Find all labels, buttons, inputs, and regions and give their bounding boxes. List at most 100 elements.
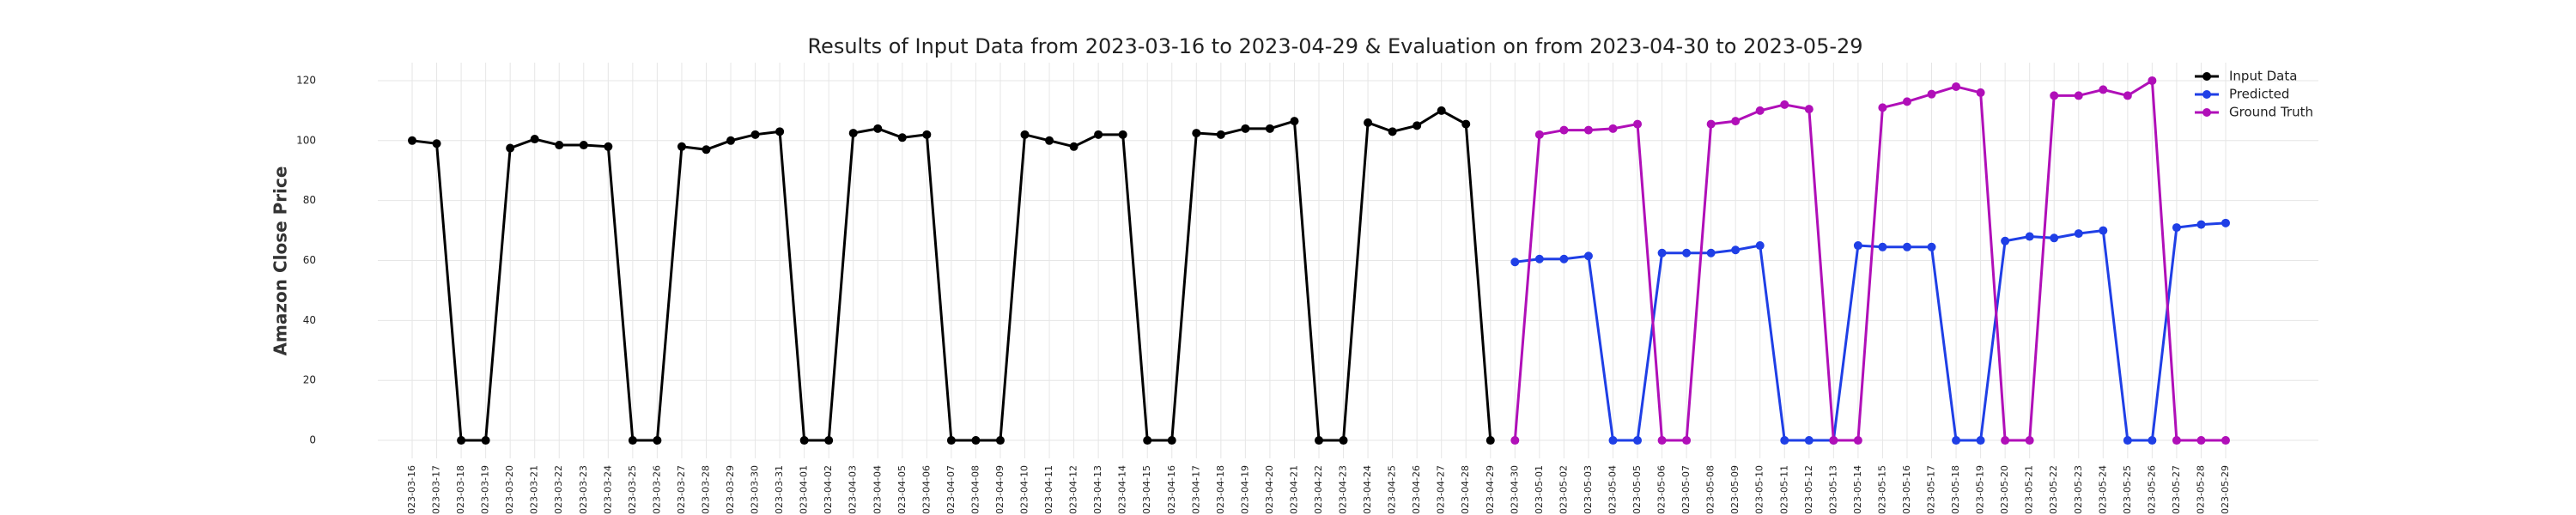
legend-label: Predicted [2229,87,2289,102]
point [2099,226,2108,235]
legend-label: Ground Truth [2229,105,2313,120]
point [873,124,883,133]
x-tick-label: 2023-05-20 [1999,465,2010,515]
point [2196,220,2206,229]
x-tick-label: 2023-03-16 [406,465,417,515]
x-tick-label: 2023-04-07 [945,465,957,515]
x-tick-label: 2023-04-29 [1485,465,1496,515]
point [1485,436,1495,445]
point [1510,436,1520,445]
x-tick-label: 2023-03-17 [431,465,442,515]
x-tick-label: 2023-04-02 [823,465,834,515]
point [2123,91,2132,100]
x-tick-label: 2023-05-16 [1901,465,1912,515]
point [1878,103,1887,112]
point [1241,124,1250,133]
point [530,135,539,144]
x-tick-label: 2023-05-24 [2097,465,2108,515]
point [1976,436,1985,445]
point [1657,248,1667,258]
point [1510,258,1520,267]
x-tick-label: 2023-04-22 [1313,465,1324,515]
point [1118,130,1127,139]
point [1804,105,1814,114]
point [1583,125,1593,135]
point [848,129,858,138]
y-tick-label: 0 [309,434,316,446]
x-tick-label: 2023-03-21 [529,465,540,515]
point [1437,106,1446,115]
x-tick-label: 2023-03-18 [455,465,466,515]
point [604,142,613,151]
x-tick-label: 2023-05-25 [2122,465,2133,515]
point [457,436,466,445]
x-tick-label: 2023-03-19 [480,465,491,515]
x-tick-label: 2023-05-29 [2220,465,2231,515]
point [432,139,441,148]
x-tick-label: 2023-04-25 [1387,465,1398,515]
point [1927,242,1936,251]
point [799,436,809,445]
point [1755,106,1765,115]
x-tick-label: 2023-04-04 [872,465,883,515]
x-tick-label: 2023-04-12 [1068,465,1079,515]
x-tick-label: 2023-04-19 [1239,465,1250,515]
y-tick-label: 40 [303,314,316,326]
point [1265,124,1274,133]
x-tick-label: 2023-03-25 [627,465,638,515]
y-tick-label: 120 [296,74,316,86]
point [1878,242,1887,251]
point [408,136,416,145]
x-tick-label: 2023-04-26 [1411,465,1422,515]
x-tick-label: 2023-05-12 [1803,465,1814,515]
point [995,436,1005,445]
point [1682,436,1692,445]
point [1534,254,1544,264]
x-tick-label: 2023-04-24 [1362,465,1373,515]
point [1829,436,1838,445]
x-tick-label: 2023-05-10 [1754,465,1765,515]
point [1413,121,1422,130]
series-line [1515,221,2227,442]
point [628,436,637,445]
x-tick-label: 2023-03-28 [700,465,711,515]
point [1633,436,1643,445]
point [2001,436,2010,445]
x-tick-label: 2023-05-05 [1631,465,1643,515]
x-tick-label: 2023-05-08 [1705,465,1716,515]
point [481,436,490,445]
x-tick-label: 2023-04-11 [1043,465,1054,515]
point [1927,89,1936,99]
point [1902,97,1911,106]
x-tick-label: 2023-04-10 [1019,465,1030,515]
point [1682,248,1692,258]
x-tick-label: 2023-04-03 [848,465,859,515]
y-tick-label: 80 [303,194,316,206]
point [1731,245,1741,255]
point [1608,124,1618,133]
point [824,436,834,445]
point [2025,232,2034,241]
x-tick-label: 2023-04-06 [920,465,932,515]
x-tick-label: 2023-05-28 [2195,465,2206,515]
x-tick-label: 2023-05-13 [1827,465,1838,515]
point [555,141,564,150]
point [2099,85,2108,94]
x-tick-label: 2023-05-19 [1975,465,1986,515]
point [1364,118,1373,127]
x-tick-label: 2023-05-26 [2146,465,2157,515]
x-tick-label: 2023-05-07 [1680,465,1692,515]
legend-swatch [2202,90,2211,99]
x-tick-label: 2023-04-17 [1190,465,1201,515]
x-tick-label: 2023-05-15 [1876,465,1887,515]
point [1534,130,1544,139]
point [2148,436,2157,445]
point [1315,436,1323,445]
point [1952,82,1961,91]
point [1952,436,1961,445]
point [653,436,662,445]
point [1583,251,1593,261]
x-tick-label: 2023-04-08 [969,465,981,515]
point [1559,125,1569,135]
x-tick-label: 2023-03-22 [553,465,564,515]
